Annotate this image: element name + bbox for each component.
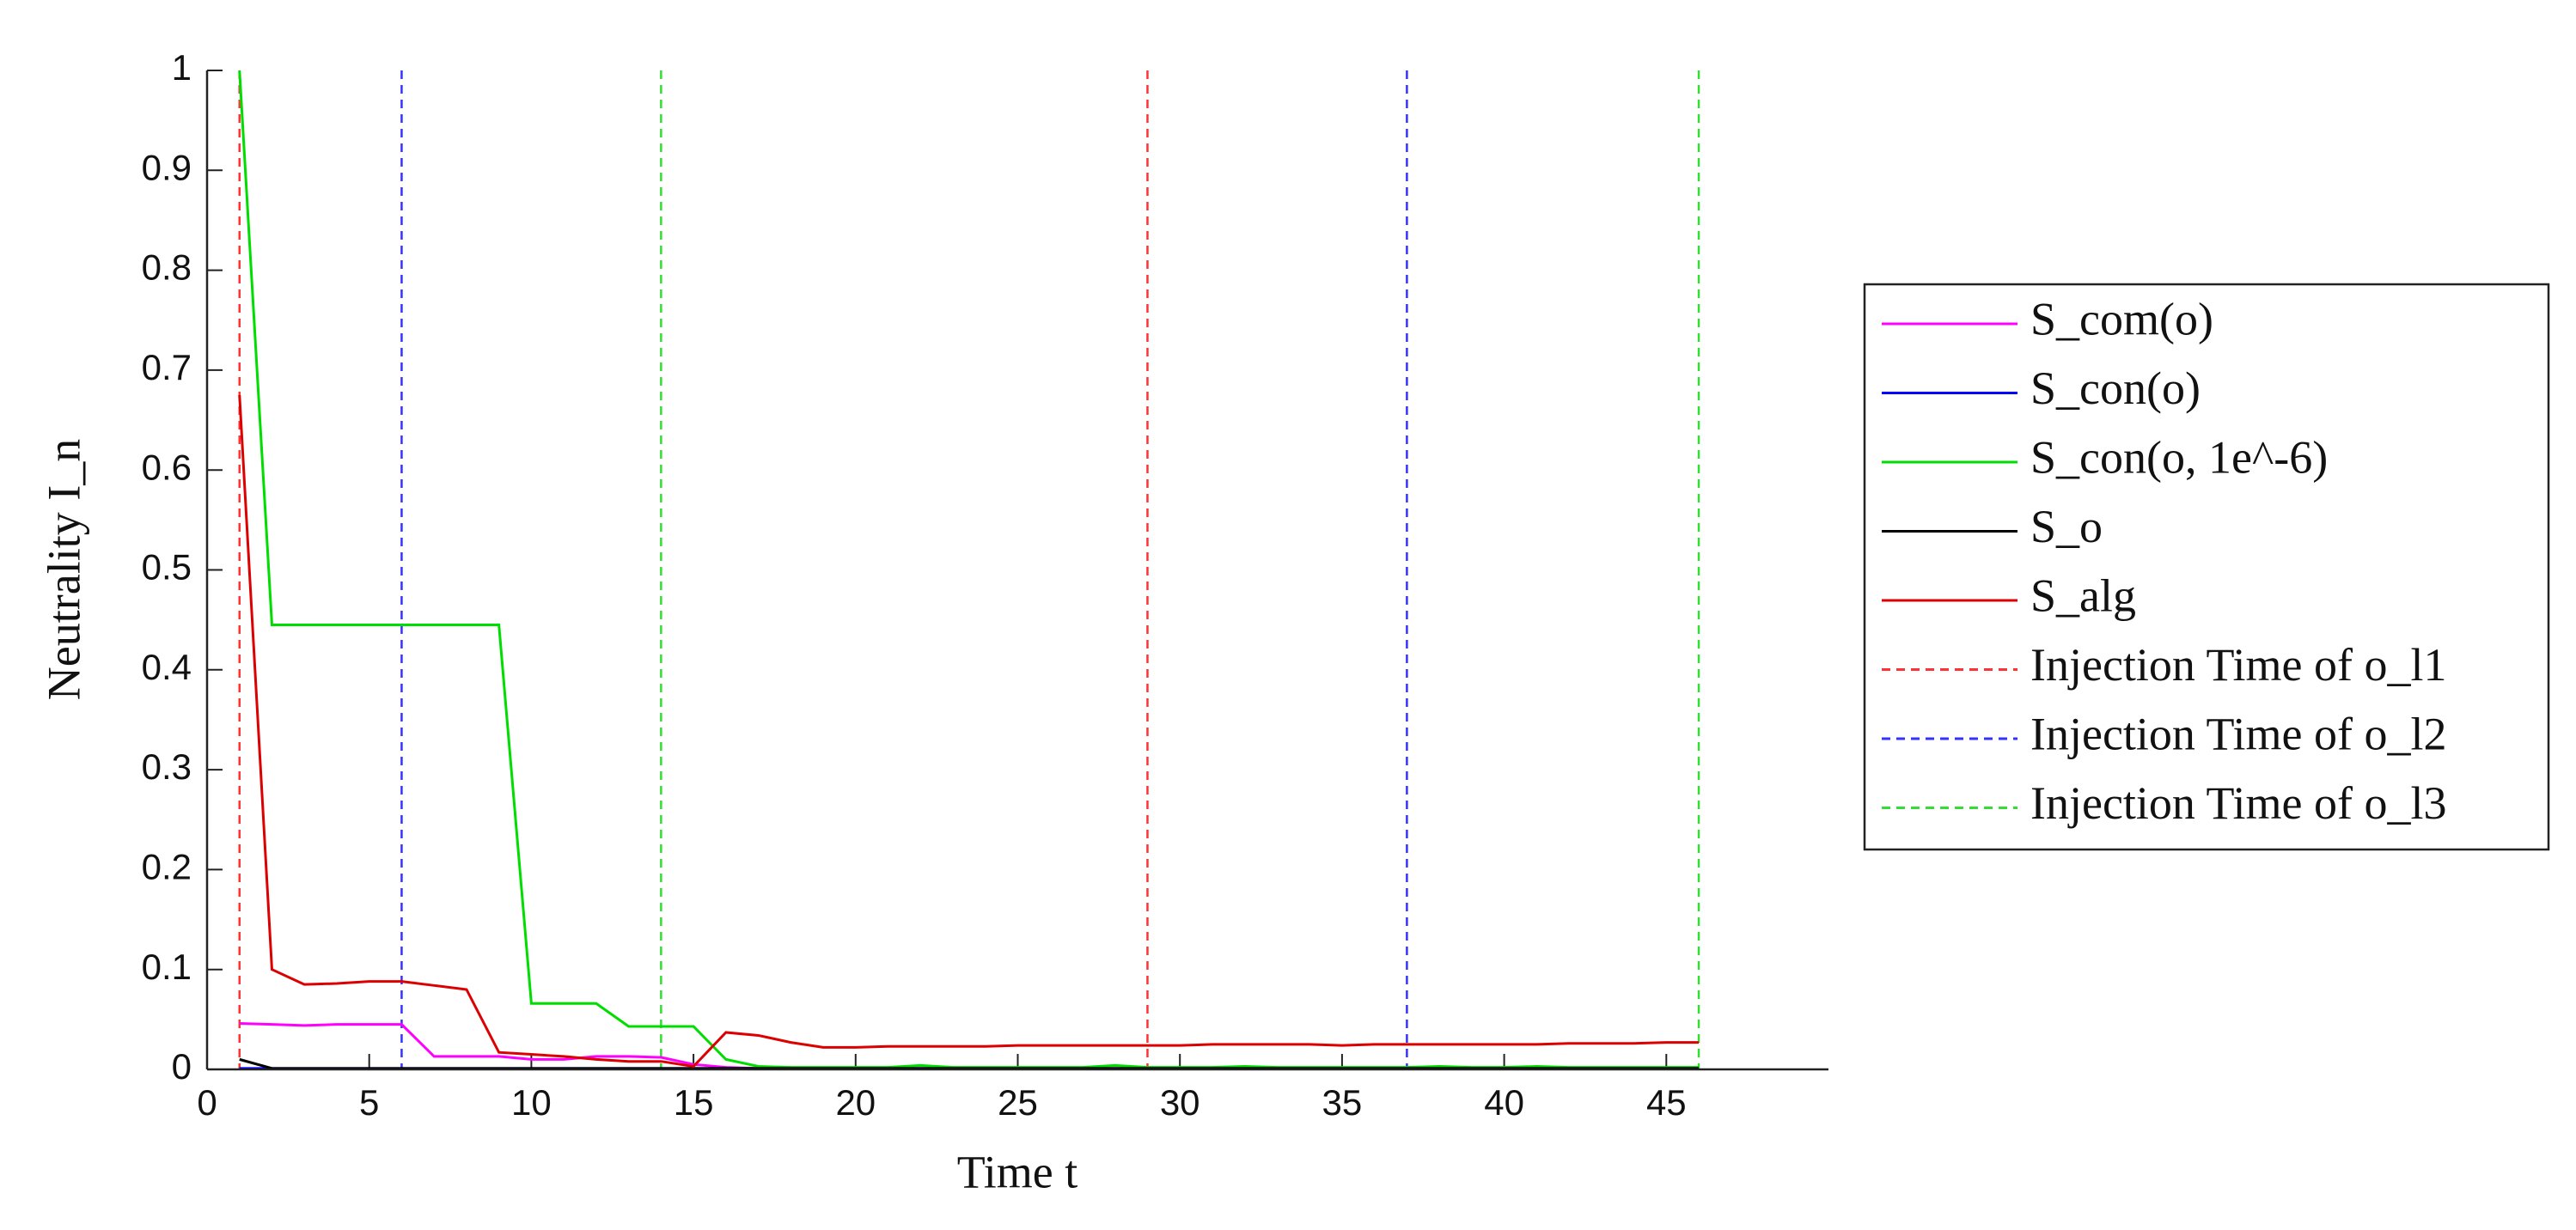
- legend-label: S_con(o): [2030, 362, 2201, 414]
- y-tick-label: 0: [172, 1046, 192, 1087]
- legend-label: S_o: [2030, 501, 2103, 552]
- legend-label: S_com(o): [2030, 293, 2213, 344]
- y-tick-label: 0.9: [142, 147, 192, 187]
- series-line: [238, 394, 1700, 1069]
- legend-box: [1863, 283, 2550, 851]
- y-axis-label: Neutrality I_n: [38, 439, 89, 700]
- legend-label: S_alg: [2030, 569, 2136, 621]
- y-tick-label: 0.8: [142, 247, 192, 288]
- y-tick-label: 0.6: [142, 447, 192, 487]
- x-axis-label: Time t: [957, 1146, 1078, 1197]
- x-tick-label: 35: [1322, 1082, 1363, 1123]
- y-tick-label: 0.3: [142, 746, 192, 787]
- x-tick-label: 45: [1646, 1082, 1687, 1123]
- y-tick-label: 0.7: [142, 347, 192, 387]
- series-line: [238, 70, 1700, 1069]
- x-tick-label: 25: [998, 1082, 1038, 1123]
- x-tick-label: 15: [674, 1082, 714, 1123]
- y-tick-label: 0.5: [142, 547, 192, 588]
- x-tick-label: 20: [835, 1082, 876, 1123]
- x-tick-label: 30: [1160, 1082, 1200, 1123]
- y-tick-label: 0.1: [142, 947, 192, 987]
- y-tick-label: 0.2: [142, 846, 192, 886]
- x-tick-label: 5: [359, 1082, 379, 1123]
- legend-label: S_con(o, 1e^-6): [2030, 431, 2328, 483]
- legend-label: Injection Time of o_l1: [2030, 639, 2447, 691]
- y-tick-label: 1: [172, 47, 192, 88]
- legend-label: Injection Time of o_l2: [2030, 708, 2447, 759]
- legend-label: Injection Time of o_l3: [2030, 777, 2447, 829]
- x-tick-label: 0: [197, 1082, 217, 1123]
- y-tick-label: 0.4: [142, 647, 192, 687]
- x-tick-label: 40: [1484, 1082, 1524, 1123]
- x-tick-label: 10: [511, 1082, 552, 1123]
